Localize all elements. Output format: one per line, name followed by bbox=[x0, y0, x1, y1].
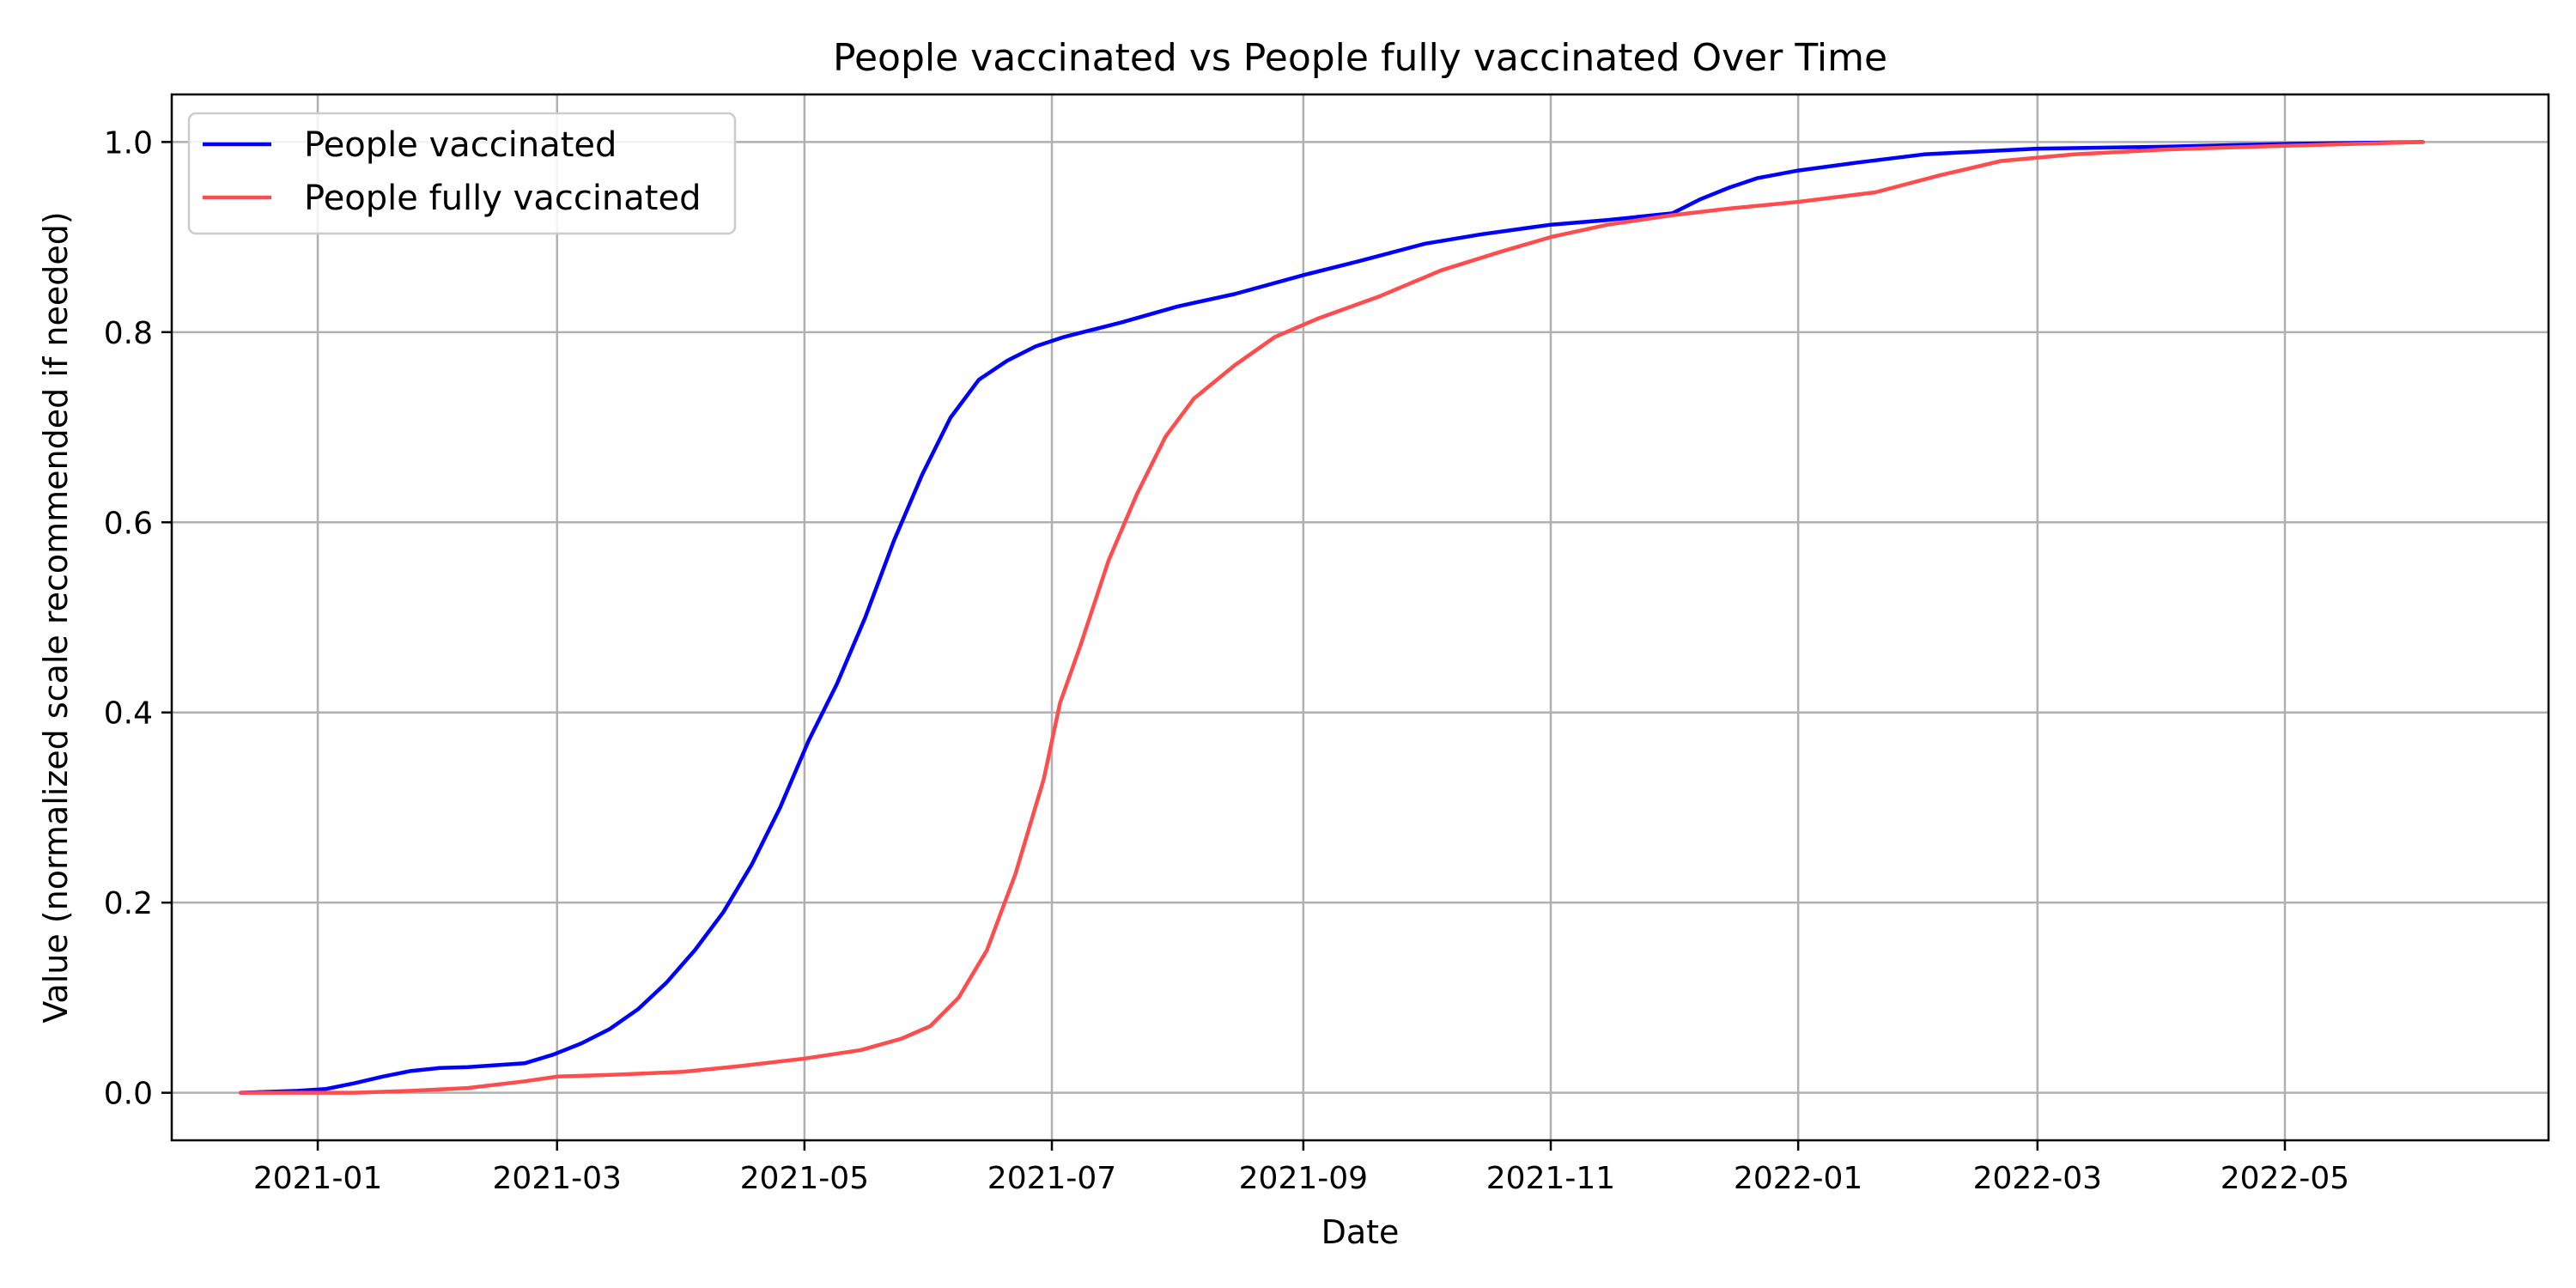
x-tick-label: 2021-09 bbox=[1239, 1161, 1368, 1196]
x-tick-label: 2021-11 bbox=[1486, 1161, 1615, 1196]
x-tick-label: 2021-07 bbox=[987, 1161, 1116, 1196]
series-line-1 bbox=[239, 140, 2425, 1095]
y-tick-label: 0.8 bbox=[104, 316, 153, 351]
legend-label-2: People fully vaccinated bbox=[304, 179, 701, 218]
series-line-2 bbox=[239, 140, 2425, 1095]
x-tick-label: 2021-03 bbox=[493, 1161, 622, 1196]
x-tick-label: 2022-05 bbox=[2221, 1161, 2349, 1196]
x-tick-label: 2021-01 bbox=[253, 1161, 382, 1196]
series-lines bbox=[239, 140, 2425, 1095]
y-tick-label: 0.4 bbox=[104, 696, 153, 732]
legend-label-1: People vaccinated bbox=[304, 125, 617, 165]
legend: People vaccinated People fully vaccinated bbox=[187, 112, 737, 235]
y-tick-label: 0.0 bbox=[104, 1077, 153, 1112]
y-tick-label: 0.2 bbox=[104, 886, 153, 921]
x-axis-label: Date bbox=[1321, 1213, 1400, 1251]
x-tick-label: 2022-01 bbox=[1734, 1161, 1862, 1196]
y-tick-label: 0.6 bbox=[104, 506, 153, 541]
x-tick-label: 2022-03 bbox=[1973, 1161, 2102, 1196]
legend-box bbox=[187, 112, 737, 235]
y-tick-label: 1.0 bbox=[104, 125, 153, 161]
grid bbox=[172, 94, 2549, 1140]
x-tick-label: 2021-05 bbox=[740, 1161, 869, 1196]
axis-ticks: 2021-01 2021-03 2021-05 2021-07 2021-09 2021-… bbox=[104, 125, 2349, 1196]
chart-title: People vaccinated vs People fully vaccin… bbox=[833, 36, 1887, 80]
y-axis-label: Value (normalized scale recommended if n… bbox=[37, 211, 75, 1023]
plot-frame bbox=[170, 93, 2550, 1142]
